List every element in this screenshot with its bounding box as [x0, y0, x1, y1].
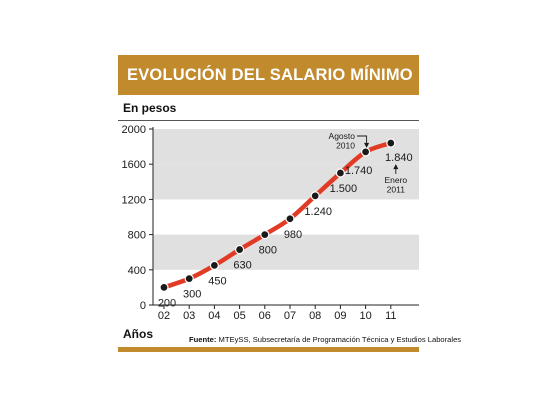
- data-label: 1.740: [345, 165, 373, 177]
- y-tick-label: 1600: [122, 159, 146, 171]
- data-point-marker: [386, 138, 396, 148]
- x-tick-label: 05: [233, 310, 245, 322]
- x-tick-label: 08: [309, 310, 321, 322]
- y-tick-label: 1200: [122, 194, 146, 206]
- data-point-marker: [335, 168, 345, 178]
- footer-band: [118, 323, 419, 347]
- data-label: 1.500: [330, 183, 358, 195]
- data-label: 1.240: [304, 206, 332, 218]
- grid-band: [153, 164, 419, 200]
- data-point-marker: [184, 274, 194, 284]
- x-tick-label: 11: [385, 310, 396, 322]
- x-tick-label: 03: [183, 310, 195, 322]
- subtitle-divider: [118, 120, 419, 121]
- x-tick-label: 09: [334, 310, 346, 322]
- y-tick-label: 800: [128, 230, 146, 242]
- y-tick-label: 2000: [122, 124, 146, 136]
- source-text: MTEySS, Subsecretaría de Programación Té…: [218, 335, 462, 344]
- annotation-arrow: [393, 164, 399, 170]
- data-label: 200: [158, 297, 176, 309]
- y-axis-label: En pesos: [123, 101, 177, 115]
- y-tick-label: 0: [140, 300, 146, 312]
- x-axis-label: Años: [123, 327, 153, 341]
- grid-band: [153, 234, 419, 270]
- data-point-marker: [310, 191, 320, 201]
- series-line: [161, 140, 394, 290]
- data-label: 300: [183, 289, 201, 301]
- annotation-arrow: [364, 142, 370, 148]
- data-label: 800: [259, 245, 277, 257]
- source-note: Fuente: MTEySS, Subsecretaría de Program…: [189, 335, 461, 344]
- data-point-marker: [361, 147, 371, 157]
- data-point-marker: [159, 282, 169, 292]
- x-tick-label: 10: [359, 310, 371, 322]
- data-point-marker: [285, 214, 295, 224]
- x-tick-label: 04: [208, 310, 220, 322]
- annotation-enero-2011: Enero 2011: [384, 175, 407, 195]
- chart-title: EVOLUCIÓN DEL SALARIO MÍNIMO: [118, 55, 419, 95]
- data-label: 1.840: [385, 152, 413, 164]
- data-label: 980: [284, 229, 302, 241]
- x-tick-label: 06: [259, 310, 271, 322]
- x-tick-label: 02: [158, 310, 170, 322]
- bottom-accent-rule: [118, 347, 419, 352]
- data-label: 450: [208, 275, 226, 287]
- data-point-marker: [235, 244, 245, 255]
- x-tick-label: 07: [284, 310, 296, 322]
- data-point-marker: [209, 260, 219, 270]
- annotation-agosto-2010: Agosto 2010: [329, 131, 356, 151]
- data-point-marker: [260, 230, 270, 240]
- y-tick-label: 400: [128, 265, 146, 277]
- data-label: 630: [233, 260, 251, 272]
- source-label: Fuente:: [189, 335, 217, 344]
